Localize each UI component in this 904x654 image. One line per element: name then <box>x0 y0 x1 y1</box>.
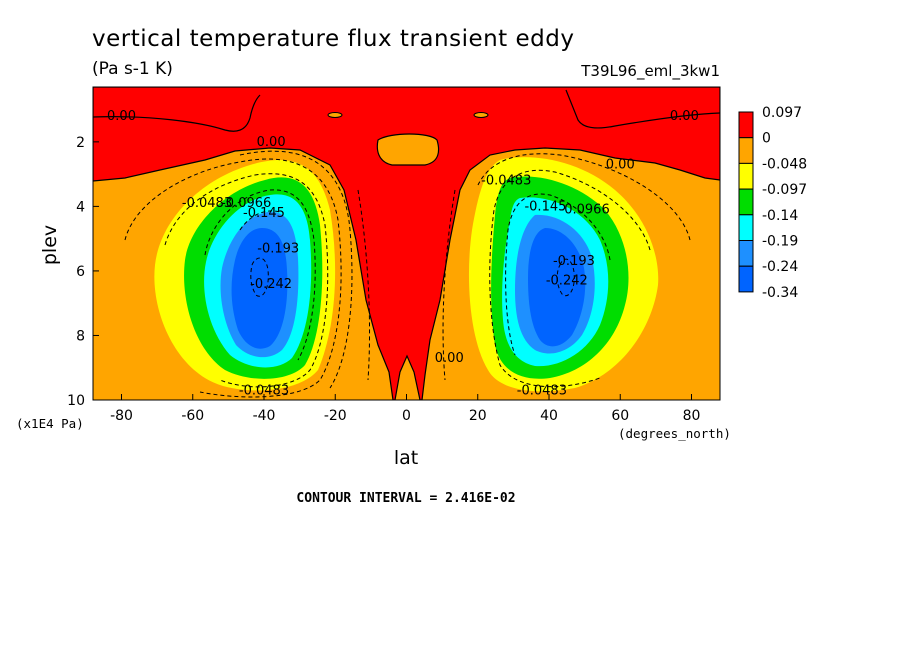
x-tick-label: 80 <box>683 408 701 424</box>
y-axis-label: plev <box>39 225 61 265</box>
colorbar-label: -0.097 <box>762 182 807 198</box>
contour-label: -0.145 <box>243 206 285 221</box>
y-axis-units: (x1E4 Pa) <box>16 416 84 431</box>
colorbar-label: -0.14 <box>762 208 798 224</box>
colorbar-swatch <box>738 188 754 216</box>
colorbar-swatch <box>738 214 754 242</box>
x-tick-label: 20 <box>469 408 487 424</box>
colorbar-swatch <box>738 137 754 164</box>
colorbar-swatch <box>738 111 754 139</box>
chart-title: vertical temperature flux transient eddy <box>92 26 574 52</box>
contour-label: -0.0483 <box>182 196 232 211</box>
dashed-contours <box>124 150 691 398</box>
x-axis-ticks: -80 -60 -40 -20 0 20 40 60 80 <box>110 394 700 424</box>
colorbar-label: -0.24 <box>762 259 798 275</box>
y-tick-label: 6 <box>76 264 85 280</box>
contour-label: -0.0966 <box>560 203 610 218</box>
fill-orange-blob <box>376 133 440 166</box>
zero-contours <box>93 89 720 132</box>
x-tick-label: 0 <box>402 408 411 424</box>
contour-label: 0.00 <box>670 109 699 124</box>
contour-label: -0.0966 <box>221 196 271 211</box>
colorbar-label: -0.34 <box>762 285 798 301</box>
contour-label: -0.145 <box>524 199 566 214</box>
y-tick-label: 2 <box>76 135 85 151</box>
colorbar-label: 0.097 <box>762 105 802 121</box>
colorbar-swatch <box>738 162 754 190</box>
contour-label: -0.0483 <box>517 383 567 398</box>
x-axis-label: lat <box>394 447 418 469</box>
colorbar: 0.097 0 -0.048 -0.097 -0.14 -0.19 -0.24 -0.34 <box>738 105 807 301</box>
contour-label: -0.193 <box>553 254 595 269</box>
contour-interval: CONTOUR INTERVAL = 2.416E-02 <box>296 491 515 506</box>
x-tick-label: -80 <box>110 408 133 424</box>
colorbar-label: 0 <box>762 131 771 147</box>
colorbar-label: -0.048 <box>762 156 807 172</box>
contour-label: -0.0483 <box>239 383 289 398</box>
y-axis-ticks: 2 4 6 8 10 <box>67 135 99 409</box>
contour-labels: 0.000.000.000.000.00-0.0483-0.0966-0.145… <box>107 109 699 398</box>
contour-label: 0.00 <box>435 351 464 366</box>
contour-label: -0.242 <box>546 274 588 289</box>
contour-label: -0.0483 <box>481 174 531 189</box>
x-tick-label: 40 <box>540 408 558 424</box>
fill-right-darkblue <box>528 228 586 347</box>
contour-label: -0.193 <box>257 241 299 256</box>
contour-label: 0.00 <box>606 157 635 172</box>
y-tick-label: 4 <box>76 199 85 215</box>
x-axis-units: (degrees_north) <box>618 426 731 441</box>
contour-label: 0.00 <box>107 109 136 124</box>
chart-units: (Pa s-1 K) <box>92 59 173 79</box>
colorbar-label: -0.19 <box>762 234 798 250</box>
x-tick-label: -60 <box>181 408 204 424</box>
x-tick-label: 60 <box>611 408 629 424</box>
colorbar-swatch <box>738 265 754 293</box>
y-tick-label: 10 <box>67 393 85 409</box>
fill-left-darkblue <box>231 228 288 349</box>
colorbar-swatch <box>738 240 754 267</box>
fill-level-red <box>93 87 720 400</box>
x-tick-label: -40 <box>253 408 276 424</box>
x-tick-label: -20 <box>324 408 347 424</box>
y-tick-label: 8 <box>76 328 85 344</box>
contour-field <box>93 87 720 400</box>
run-label: T39L96_eml_3kw1 <box>580 62 720 81</box>
contour-label: 0.00 <box>257 135 286 150</box>
contour-label: -0.242 <box>250 277 292 292</box>
